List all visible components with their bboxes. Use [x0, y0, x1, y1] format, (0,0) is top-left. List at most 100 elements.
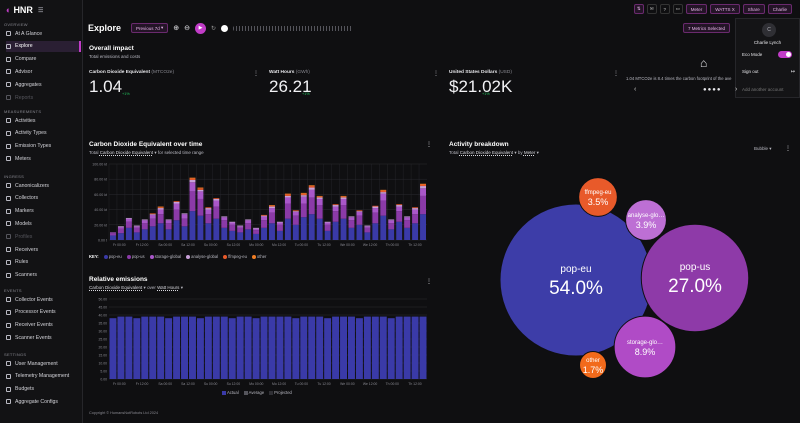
sidebar-item-emission-types[interactable]: Emission Types [6, 141, 81, 152]
zoom-out-icon[interactable]: ⊖ [184, 25, 191, 32]
metrics-selected-button[interactable]: 7 Metrics Selected [682, 23, 730, 33]
sidebar-item-receivers[interactable]: Receivers [6, 244, 81, 255]
bubble-analyse-glo[interactable]: analyse-glo…3.9% [625, 199, 667, 241]
sidebar-item-advisor[interactable]: Advisor [6, 66, 81, 77]
sidebar-item-activities[interactable]: Activities [6, 115, 81, 126]
sign-out-link[interactable]: Sign out [742, 69, 759, 74]
carousel-dots[interactable]: ●●●● [703, 87, 722, 93]
kpi-menu-icon[interactable]: ⋮ [253, 71, 259, 77]
activity-group-select[interactable]: Meter [523, 150, 536, 155]
bar-pop-us [197, 198, 204, 216]
legend-item[interactable]: ffmpeg-eu [223, 254, 247, 259]
legend-item[interactable]: pop-eu [103, 254, 122, 259]
bar-ffmpeg-eu [173, 201, 180, 202]
bar-pop-us [372, 212, 379, 224]
sidebar-item-reports[interactable]: Reports [6, 92, 81, 103]
sidebar-item-models[interactable]: Models [6, 218, 81, 229]
bar-pop-us [332, 211, 339, 222]
relative-bar [379, 316, 387, 379]
co2-chart-menu-icon[interactable]: ⋮ [426, 142, 432, 148]
kpi-card: United States Dollars (USD) $21.02K +1% ⋮ [449, 70, 619, 102]
sidebar-item-scanner-events[interactable]: Scanner Events [6, 332, 81, 343]
co2-chart-legend: KEY: pop-eu pop-us storage-global analyse-gl… [89, 254, 267, 259]
wattsx-menu[interactable]: WATTS X [710, 4, 740, 14]
play-button[interactable]: ▶ [195, 22, 207, 34]
user-menu-button[interactable]: Charlie [767, 4, 792, 14]
bubble-ffmpeg-eu[interactable]: ffmpeg-eu3.5% [578, 177, 618, 217]
relative-menu-icon[interactable]: ⋮ [426, 279, 432, 285]
sidebar-item-compare[interactable]: Compare [6, 54, 81, 65]
sidebar-item-user-management[interactable]: User Management [6, 358, 81, 369]
sidebar-item-telemetry-management[interactable]: Telemetry Management [6, 371, 81, 382]
sidebar-item-budgets[interactable]: Budgets [6, 384, 81, 395]
add-account-link[interactable]: Add another account [742, 87, 784, 92]
bar-pop-eu [332, 221, 339, 240]
help-icon[interactable]: ? [659, 4, 670, 14]
legend-item[interactable]: analyse-global [186, 254, 218, 259]
sidebar-item-markers[interactable]: Markers [6, 206, 81, 217]
sidebar-item-meters[interactable]: Meters [6, 153, 81, 164]
timeline-track[interactable] [233, 25, 354, 31]
next-insight-icon[interactable]: › [735, 86, 738, 93]
avatar: C [762, 23, 776, 37]
bar-storage-global [412, 209, 419, 215]
sidebar-item-rules[interactable]: Rules [6, 257, 81, 268]
bubble-storage-glo[interactable]: storage-glo…8.9% [613, 315, 677, 379]
meter-menu[interactable]: Meter [685, 4, 708, 14]
app-logo[interactable]: ◐ HNR ☰ [6, 5, 44, 15]
bubble-pop-us[interactable]: pop-us 27.0% [640, 223, 750, 333]
bar-ffmpeg-eu [372, 205, 379, 207]
time-range-select[interactable]: Previous 7d ▾ [131, 23, 169, 33]
bar-pop-us [261, 220, 267, 228]
display-icon[interactable]: ▭ [672, 4, 683, 14]
collapse-sidebar-icon[interactable]: ☰ [37, 7, 44, 14]
sidebar-item-canonicalizers[interactable]: Canonicalizers [6, 180, 81, 191]
mail-icon[interactable]: ✉ [646, 4, 657, 14]
bar-storage-global [245, 220, 252, 224]
legend-item[interactable]: pop-us [126, 254, 145, 259]
prev-insight-icon[interactable]: ‹ [634, 86, 637, 93]
refresh-icon[interactable]: ↻ [211, 25, 217, 32]
relative-bar [411, 316, 419, 379]
bar-analyse-global [197, 189, 204, 192]
sign-out-icon[interactable]: ↦ [790, 69, 795, 75]
relative-base-select[interactable]: Watt Hours [157, 285, 180, 290]
activity-metric-select[interactable]: Carbon Dioxide Equivalent [459, 150, 514, 155]
kpi-menu-icon[interactable]: ⋮ [433, 71, 439, 77]
sidebar-item-aggregates[interactable]: Aggregates [6, 79, 81, 90]
sidebar-item-explore[interactable]: Explore [6, 40, 81, 52]
legend-swatch [222, 390, 226, 395]
bar-ffmpeg-eu [292, 210, 299, 212]
sidebar-item-activity-types[interactable]: Activity Types [6, 128, 81, 139]
sidebar-item-at-a-glance[interactable]: At A Glance [6, 28, 81, 39]
share-button[interactable]: Share [742, 4, 765, 14]
legend-item[interactable]: storage-global [149, 254, 181, 259]
bar-pop-us [316, 205, 323, 219]
relative-bar [252, 318, 260, 379]
sidebar-item-receiver-events[interactable]: Receiver Events [6, 320, 81, 331]
sidebar-item-aggregate-configs[interactable]: Aggregate Configs [6, 396, 81, 407]
aggregate-configs-icon [6, 399, 11, 405]
legend-item[interactable]: Projected [269, 390, 292, 395]
activity-menu-icon[interactable]: ⋮ [785, 146, 791, 152]
zoom-in-icon[interactable]: ⊕ [173, 25, 180, 32]
sidebar-item-collectors[interactable]: Collectors [6, 193, 81, 204]
sidebar-item-collector-events[interactable]: Collector Events [6, 294, 81, 305]
timeline-handle[interactable] [221, 24, 229, 32]
kpi-menu-icon[interactable]: ⋮ [613, 71, 619, 77]
legend-item[interactable]: other [251, 254, 266, 259]
legend-item[interactable]: Actual [222, 390, 239, 395]
legend-item[interactable]: Average [243, 390, 264, 395]
sidebar-item-profiles[interactable]: Profiles [6, 231, 81, 242]
sidebar-item-processor-events[interactable]: Processor Events [6, 307, 81, 318]
bar-pop-eu [404, 227, 411, 240]
chart-mode-select[interactable]: Bubble ▾ [754, 146, 772, 151]
metric-select[interactable]: Carbon Dioxide Equivalent [99, 150, 154, 155]
sidebar-item-scanners[interactable]: Scanners [6, 270, 81, 281]
eco-mode-toggle[interactable] [778, 51, 792, 58]
x-tick-label: Mo 12:00 [272, 382, 286, 386]
relative-metric-select[interactable]: Carbon Dioxide Equivalent [89, 285, 143, 290]
bar-pop-us [173, 209, 180, 221]
scale-icon[interactable]: ⇅ [633, 4, 644, 14]
